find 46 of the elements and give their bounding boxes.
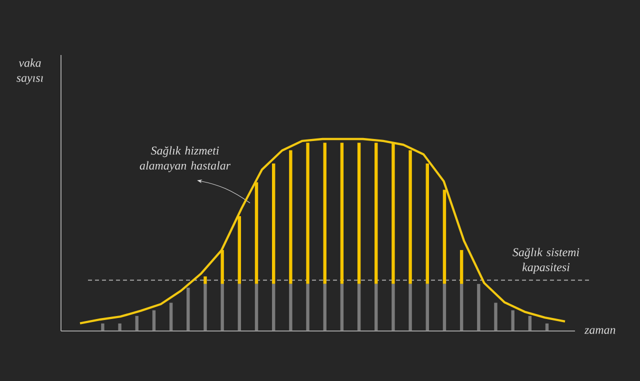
bar <box>426 163 429 284</box>
bar <box>186 288 190 331</box>
bar <box>220 250 224 284</box>
bar <box>357 284 361 331</box>
annotation: Sağlık hizmeti alamayan hastalar <box>140 146 231 172</box>
bar <box>289 284 292 331</box>
bar <box>254 284 258 331</box>
bar <box>254 182 258 284</box>
bar <box>374 284 378 331</box>
bar <box>152 310 156 331</box>
bar <box>118 323 122 331</box>
bar <box>220 284 224 331</box>
bar <box>408 150 412 284</box>
bar <box>340 142 344 284</box>
bar <box>442 190 446 284</box>
bar <box>340 284 344 331</box>
bar <box>494 302 498 331</box>
bar <box>289 150 292 284</box>
bar <box>426 284 429 331</box>
bar <box>306 142 310 284</box>
bar <box>357 142 361 284</box>
bar <box>323 284 326 331</box>
bar <box>511 310 514 331</box>
bar <box>374 142 378 284</box>
ref-line-label: Sağlık sistemi kapasitesi <box>512 248 580 274</box>
bar <box>460 284 464 331</box>
bar <box>408 284 412 331</box>
bar <box>392 142 395 284</box>
bar <box>169 302 173 331</box>
bar <box>204 276 207 284</box>
bar <box>204 284 207 331</box>
bar <box>272 284 276 331</box>
bar <box>528 316 532 331</box>
bar <box>442 284 446 331</box>
bar <box>306 284 310 331</box>
bar <box>272 163 276 284</box>
y-axis-title: vaka sayısı <box>16 58 43 84</box>
bar <box>392 284 395 331</box>
bar <box>135 316 138 331</box>
bar <box>238 216 242 284</box>
x-axis-title: zaman <box>584 328 616 334</box>
bar <box>477 284 480 331</box>
bar <box>460 250 464 284</box>
bar <box>238 284 242 331</box>
bar <box>101 323 104 331</box>
bar <box>323 142 326 284</box>
